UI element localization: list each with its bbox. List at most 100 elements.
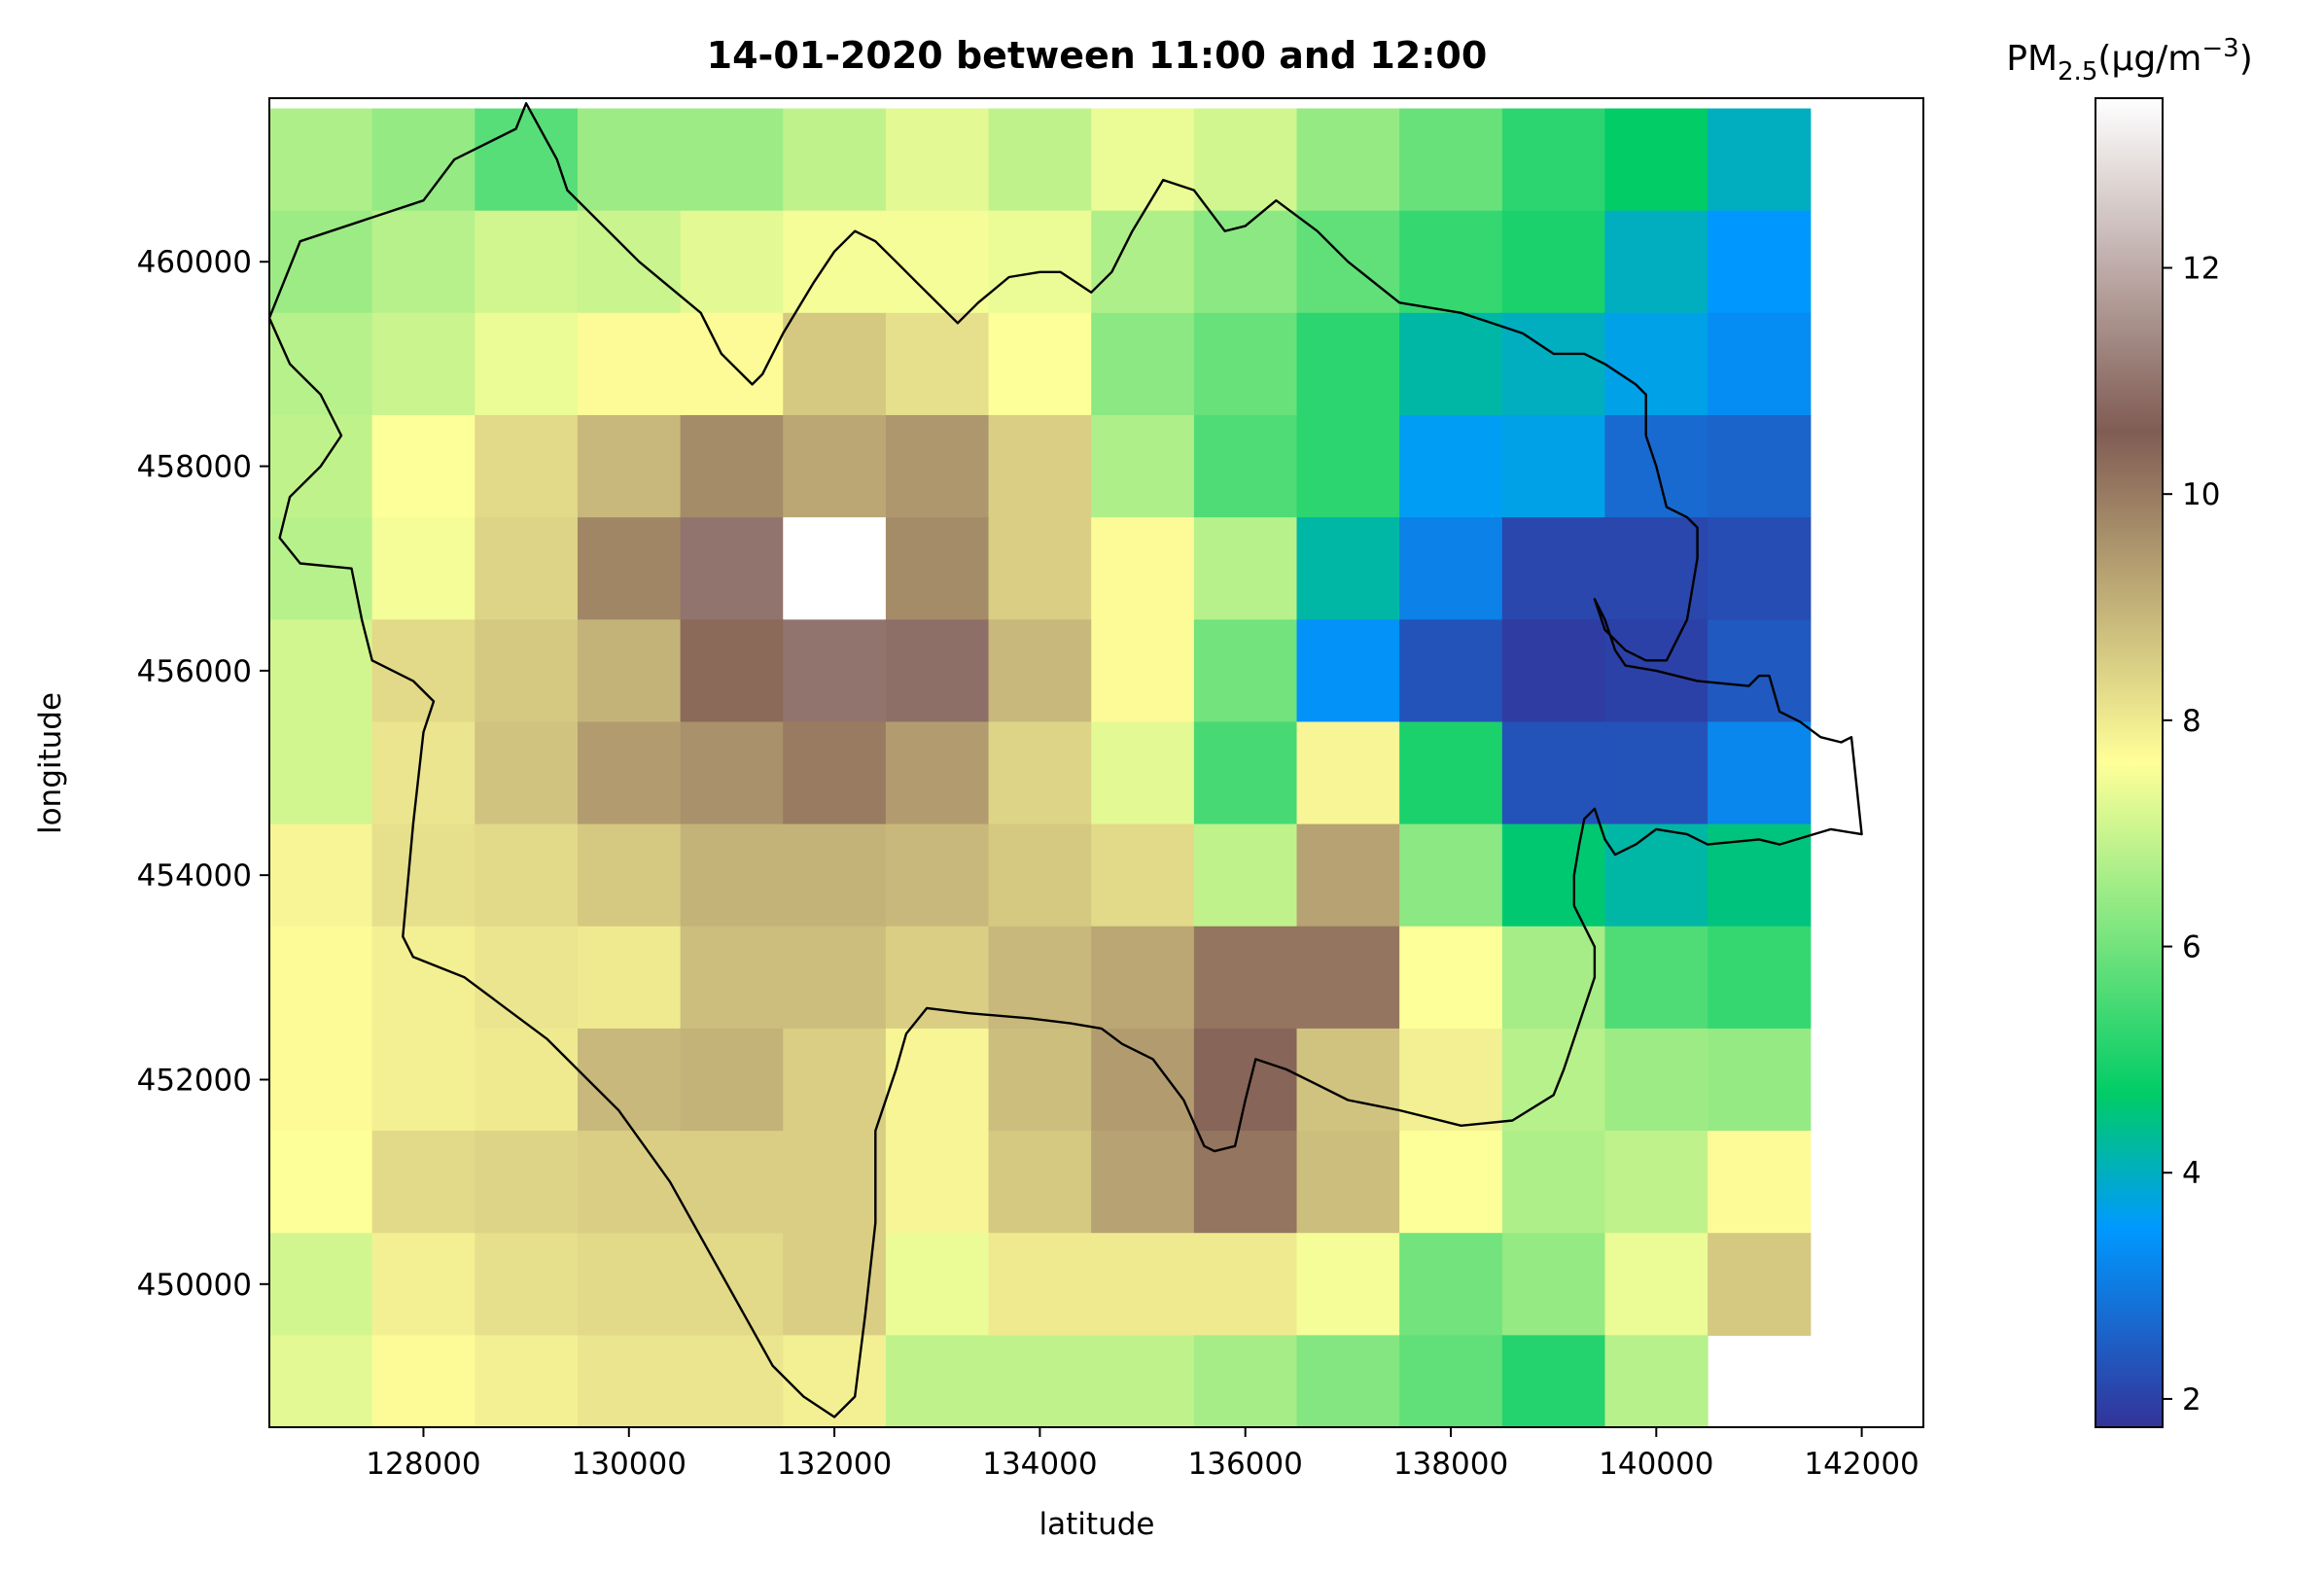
colorbar-tick-label: 4 <box>2182 1156 2201 1191</box>
heatmap-cell <box>988 414 1092 518</box>
heatmap-cell <box>371 517 475 620</box>
heatmap-cell <box>1501 1233 1606 1336</box>
heatmap-cell <box>1708 619 1812 723</box>
heatmap-cell <box>1604 1233 1708 1336</box>
heatmap-cell <box>577 108 682 212</box>
heatmap-cell <box>1604 721 1708 825</box>
heatmap-cell <box>1501 312 1606 416</box>
x-axis: 128000 130000 132000 134000 136000 138000 1400… <box>366 1427 1919 1482</box>
heatmap-cell <box>783 1233 887 1336</box>
heatmap-cell <box>680 1335 784 1428</box>
heatmap-cell <box>680 210 784 314</box>
heatmap-cell <box>1193 108 1298 212</box>
heatmap-cell <box>1091 823 1195 928</box>
heatmap-cell <box>475 619 579 723</box>
heatmap-cell <box>1399 517 1503 620</box>
heatmap-cell <box>577 1233 682 1336</box>
heatmap-cell <box>1708 414 1812 518</box>
y-tick-label: 452000 <box>137 1063 252 1098</box>
heatmap-cell <box>885 414 990 518</box>
x-axis-label: latitude <box>1039 1507 1155 1542</box>
heatmap-cell <box>269 210 373 314</box>
heatmap-cell <box>1091 312 1195 416</box>
heatmap-cell <box>1296 619 1400 723</box>
y-tick-label: 460000 <box>137 245 252 280</box>
heatmap-cell <box>1501 517 1606 620</box>
heatmap-cell <box>577 1131 682 1234</box>
heatmap-cell <box>577 823 682 928</box>
chart-title: 14-01-2020 between 11:00 and 12:00 <box>707 34 1488 77</box>
heatmap-cell <box>1193 414 1298 518</box>
heatmap-cell <box>680 926 784 1030</box>
heatmap-cell <box>885 1131 990 1234</box>
heatmap-cell <box>988 1131 1092 1234</box>
heatmap-cell <box>680 619 784 723</box>
x-tick-label: 136000 <box>1188 1447 1303 1482</box>
heatmap-cell <box>1296 414 1400 518</box>
heatmap-cell <box>1708 210 1812 314</box>
heatmap-cell <box>1193 1335 1298 1428</box>
heatmap-cell <box>1399 108 1503 212</box>
heatmap-cell <box>1193 210 1298 314</box>
heatmap-cell <box>885 823 990 928</box>
heatmap-cell <box>885 108 990 212</box>
heatmap-cell <box>680 721 784 825</box>
y-tick-label: 450000 <box>137 1268 252 1303</box>
heatmap-cell <box>1193 1028 1298 1132</box>
heatmap-cell <box>577 210 682 314</box>
colorbar-tick-label: 8 <box>2182 704 2201 739</box>
heatmap-cell <box>577 926 682 1030</box>
heatmap-cell <box>885 619 990 723</box>
heatmap-cell <box>1604 1028 1708 1132</box>
heatmap-cell <box>1399 312 1503 416</box>
heatmap-cell <box>1501 823 1606 928</box>
heatmap-cell <box>475 517 579 620</box>
heatmap-cell <box>269 619 373 723</box>
heatmap-cell <box>988 1335 1092 1428</box>
heatmap-cell <box>577 1335 682 1428</box>
heatmap-cell <box>783 312 887 416</box>
heatmap-cell <box>371 1028 475 1132</box>
heatmap-cell <box>1296 1028 1400 1132</box>
y-axis-label: longitude <box>33 692 68 834</box>
heatmap-cell <box>783 1335 887 1428</box>
heatmap-cell <box>269 1131 373 1234</box>
heatmap-cell <box>1399 1233 1503 1336</box>
heatmap-cell <box>1091 1028 1195 1132</box>
heatmap-cell <box>1604 108 1708 212</box>
heatmap-cell <box>1604 926 1708 1030</box>
heatmap-cell <box>680 823 784 928</box>
heatmap-cell <box>988 619 1092 723</box>
x-tick-label: 140000 <box>1599 1447 1713 1482</box>
heatmap-cell <box>988 312 1092 416</box>
heatmap-cell <box>1193 517 1298 620</box>
colorbar-tick-label: 6 <box>2182 930 2201 965</box>
heatmap-cell <box>783 823 887 928</box>
heatmap-cell <box>577 414 682 518</box>
heatmap-cell <box>1708 108 1812 212</box>
heatmap-cell <box>1091 210 1195 314</box>
heatmap-cell <box>1296 517 1400 620</box>
heatmap-cell <box>1708 926 1812 1030</box>
heatmap-cell <box>475 1131 579 1234</box>
x-tick-label: 128000 <box>366 1447 480 1482</box>
heatmap-cell <box>885 1335 990 1428</box>
heatmap-cell <box>1604 517 1708 620</box>
heatmap-cell <box>1501 108 1606 212</box>
colorbar <box>2095 97 2164 1428</box>
heatmap-cell <box>269 312 373 416</box>
heatmap-cell <box>371 823 475 928</box>
heatmap-cells <box>269 108 1812 1428</box>
heatmap-cell <box>988 926 1092 1030</box>
heatmap-cell <box>680 1233 784 1336</box>
x-tick-label: 134000 <box>982 1447 1097 1482</box>
heatmap-cell <box>1091 926 1195 1030</box>
heatmap-cell <box>885 312 990 416</box>
heatmap-cell <box>1604 210 1708 314</box>
heatmap-cell <box>1399 823 1503 928</box>
y-tick-label: 454000 <box>137 858 252 893</box>
heatmap-cell <box>1296 926 1400 1030</box>
heatmap-cell <box>680 517 784 620</box>
heatmap-cell <box>1501 926 1606 1030</box>
